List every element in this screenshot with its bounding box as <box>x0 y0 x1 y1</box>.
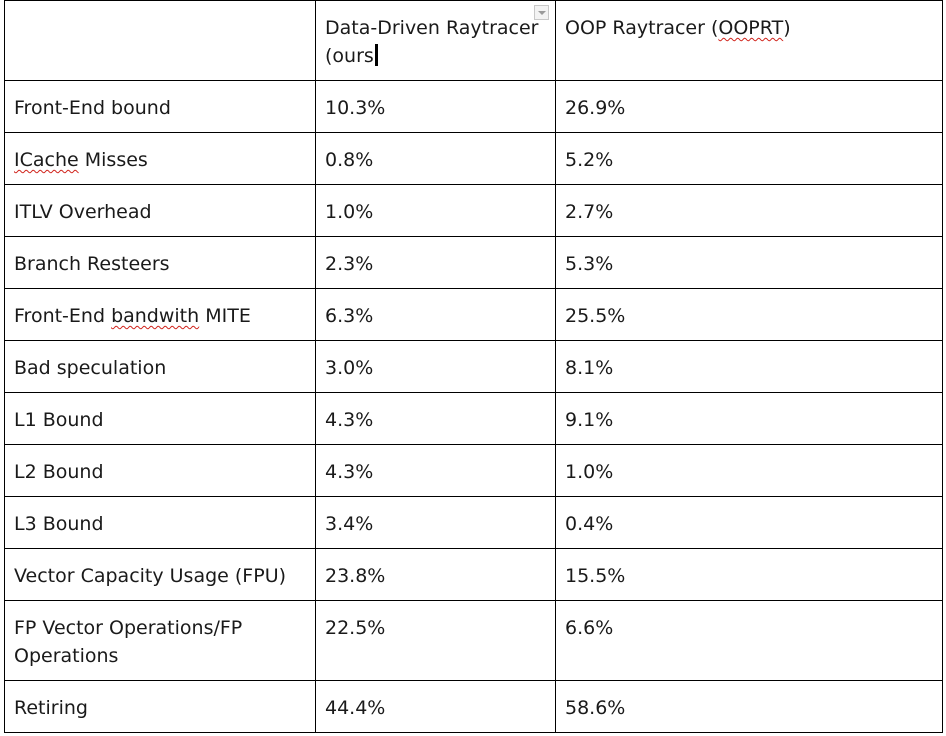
value-ours[interactable]: 2.3% <box>315 236 556 289</box>
table-row: L1 Bound 4.3% 9.1% <box>4 392 943 445</box>
dropdown-arrow-icon[interactable] <box>534 5 549 20</box>
value-ooprt[interactable]: 5.2% <box>555 132 943 185</box>
performance-table: Data-Driven Raytracer (ours OOP Raytrace… <box>4 0 943 733</box>
table-row: ITLV Overhead 1.0% 2.7% <box>4 184 943 237</box>
metric-label[interactable]: Front-End bound <box>4 80 316 133</box>
value-ours[interactable]: 44.4% <box>315 680 556 733</box>
table-row: Branch Resteers 2.3% 5.3% <box>4 236 943 289</box>
value-ooprt[interactable]: 8.1% <box>555 340 943 393</box>
metric-label[interactable]: Bad speculation <box>4 340 316 393</box>
metric-label[interactable]: L2 Bound <box>4 444 316 497</box>
metric-label[interactable]: Retiring <box>4 680 316 733</box>
table-row: Vector Capacity Usage (FPU) 23.8% 15.5% <box>4 548 943 601</box>
metric-label[interactable]: L1 Bound <box>4 392 316 445</box>
value-ours[interactable]: 1.0% <box>315 184 556 237</box>
value-ours[interactable]: 10.3% <box>315 80 556 133</box>
value-ooprt[interactable]: 58.6% <box>555 680 943 733</box>
table-row: FP Vector Operations/FP Operations 22.5% … <box>4 600 943 681</box>
value-ours[interactable]: 22.5% <box>315 600 556 681</box>
value-ooprt[interactable]: 2.7% <box>555 184 943 237</box>
value-ooprt[interactable]: 15.5% <box>555 548 943 601</box>
header-ours-line2: (ours <box>325 45 374 67</box>
header-cell-ooprt[interactable]: OOP Raytracer (OOPRT) <box>555 0 943 81</box>
value-ours[interactable]: 23.8% <box>315 548 556 601</box>
header-ours-line1: Data-Driven Raytracer <box>325 17 539 39</box>
table-row: Front-End bandwith MITE 6.3% 25.5% <box>4 288 943 341</box>
value-ours[interactable]: 4.3% <box>315 392 556 445</box>
value-ooprt[interactable]: 6.6% <box>555 600 943 681</box>
value-ours[interactable]: 3.4% <box>315 496 556 549</box>
metric-label[interactable]: Vector Capacity Usage (FPU) <box>4 548 316 601</box>
header-cell-ours[interactable]: Data-Driven Raytracer (ours <box>315 0 556 81</box>
metric-label[interactable]: FP Vector Operations/FP Operations <box>4 600 316 681</box>
value-ooprt[interactable]: 25.5% <box>555 288 943 341</box>
spellcheck-flagged-word[interactable]: bandwith <box>111 305 200 327</box>
table-row: L2 Bound 4.3% 1.0% <box>4 444 943 497</box>
text-cursor <box>374 44 378 66</box>
value-ooprt[interactable]: 26.9% <box>555 80 943 133</box>
value-ours[interactable]: 3.0% <box>315 340 556 393</box>
value-ooprt[interactable]: 0.4% <box>555 496 943 549</box>
value-ours[interactable]: 6.3% <box>315 288 556 341</box>
table-row: Retiring 44.4% 58.6% <box>4 680 943 733</box>
metric-label[interactable]: Branch Resteers <box>4 236 316 289</box>
table-row: Bad speculation 3.0% 8.1% <box>4 340 943 393</box>
header-cell-metric[interactable] <box>4 0 316 81</box>
value-ooprt[interactable]: 1.0% <box>555 444 943 497</box>
metric-label[interactable]: Front-End bandwith MITE <box>4 288 316 341</box>
value-ours[interactable]: 0.8% <box>315 132 556 185</box>
spellcheck-flagged-word[interactable]: OOPRT <box>718 17 784 39</box>
value-ooprt[interactable]: 9.1% <box>555 392 943 445</box>
table-row: L3 Bound 3.4% 0.4% <box>4 496 943 549</box>
table-row: Front-End bound 10.3% 26.9% <box>4 80 943 133</box>
metric-label[interactable]: L3 Bound <box>4 496 316 549</box>
metric-label[interactable]: ICache Misses <box>4 132 316 185</box>
metric-label[interactable]: ITLV Overhead <box>4 184 316 237</box>
table-header-row: Data-Driven Raytracer (ours OOP Raytrace… <box>4 0 943 81</box>
table-row: ICache Misses 0.8% 5.2% <box>4 132 943 185</box>
value-ooprt[interactable]: 5.3% <box>555 236 943 289</box>
value-ours[interactable]: 4.3% <box>315 444 556 497</box>
spellcheck-flagged-word[interactable]: ICache <box>14 149 79 171</box>
